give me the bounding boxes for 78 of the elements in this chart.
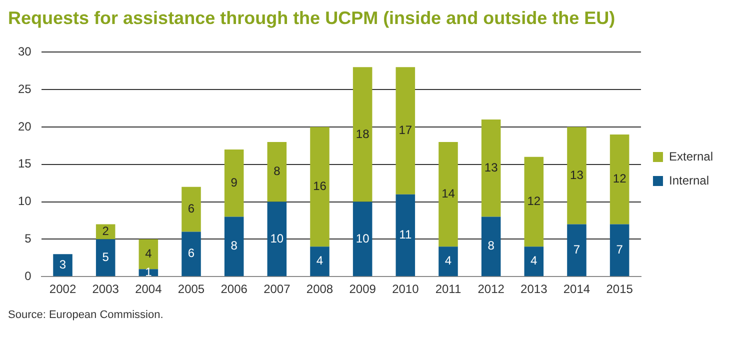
data-label: 1 xyxy=(145,264,152,279)
source-note: Source: European Commission. xyxy=(8,309,164,321)
data-label: 6 xyxy=(188,246,195,260)
data-label: 4 xyxy=(145,246,152,260)
bar xyxy=(438,246,458,276)
data-label: 7 xyxy=(616,242,624,256)
data-label: 10 xyxy=(270,231,284,246)
data-label: 8 xyxy=(230,238,238,253)
x-tick-label: 2011 xyxy=(435,282,462,296)
bar xyxy=(267,142,287,202)
data-label: 4 xyxy=(444,254,452,268)
x-tick-label: 2015 xyxy=(606,282,634,296)
data-label: 16 xyxy=(313,179,327,194)
y-tick-label: 30 xyxy=(18,44,32,59)
data-label: 14 xyxy=(442,186,456,201)
bar xyxy=(96,239,116,276)
bar xyxy=(352,67,372,202)
data-label: 3 xyxy=(59,257,66,272)
bar xyxy=(182,232,201,276)
x-tick-label: 2014 xyxy=(563,282,590,296)
data-label: 2 xyxy=(102,224,110,238)
data-label: 12 xyxy=(527,194,541,208)
data-label: 18 xyxy=(356,126,370,141)
x-tick-label: 2013 xyxy=(520,282,548,296)
y-tick-label: 0 xyxy=(24,268,32,283)
y-tick-label: 20 xyxy=(18,119,32,134)
bar xyxy=(524,246,544,276)
legend-label: Internal xyxy=(668,173,710,188)
bar xyxy=(524,156,544,247)
bar xyxy=(481,216,501,276)
x-tick-label: 2003 xyxy=(92,282,120,296)
x-tick-label: 2005 xyxy=(178,282,205,296)
bar xyxy=(610,224,630,276)
bar xyxy=(396,67,416,194)
bar xyxy=(567,127,586,224)
bar xyxy=(567,224,586,276)
y-tick-label: 15 xyxy=(18,156,32,171)
bar xyxy=(224,149,244,217)
data-label: 4 xyxy=(316,254,324,268)
data-label: 13 xyxy=(484,160,498,174)
x-tick-label: 2010 xyxy=(392,282,420,296)
data-label: 9 xyxy=(230,175,238,190)
bar xyxy=(96,224,116,240)
chart-title: Requests for assistance through the UCPM (inside and outside the EU) xyxy=(8,8,616,29)
x-tick-label: 2012 xyxy=(478,282,505,296)
y-tick-label: 5 xyxy=(24,232,32,246)
bar xyxy=(438,142,458,247)
bar xyxy=(310,246,330,276)
bar xyxy=(53,254,72,276)
x-tick-label: 2004 xyxy=(135,282,162,296)
bar xyxy=(224,216,244,276)
y-tick-label: 25 xyxy=(18,82,32,96)
x-tick-label: 2006 xyxy=(220,282,248,296)
bar xyxy=(267,202,287,276)
bar xyxy=(352,202,372,276)
x-tick-label: 2008 xyxy=(306,282,334,296)
data-label: 7 xyxy=(573,242,580,256)
data-label: 8 xyxy=(274,164,281,178)
data-label: 10 xyxy=(356,231,370,246)
data-label: 11 xyxy=(399,228,412,242)
bar xyxy=(610,134,630,224)
data-label: 6 xyxy=(188,202,195,216)
bar xyxy=(182,186,201,232)
bar xyxy=(481,120,501,217)
data-label: 8 xyxy=(488,238,495,253)
bar xyxy=(310,127,330,247)
data-label: 5 xyxy=(102,250,110,264)
bar xyxy=(138,239,158,270)
x-tick-label: 2009 xyxy=(349,282,376,296)
legend-label: External xyxy=(668,149,714,164)
x-tick-label: 2007 xyxy=(264,282,291,296)
data-label: 12 xyxy=(612,172,627,186)
bar xyxy=(396,194,416,276)
data-label: 17 xyxy=(398,123,412,138)
data-label: 13 xyxy=(570,168,584,182)
data-label: 4 xyxy=(530,254,538,268)
x-tick-label: 2002 xyxy=(49,282,76,296)
y-tick-label: 10 xyxy=(18,194,32,208)
